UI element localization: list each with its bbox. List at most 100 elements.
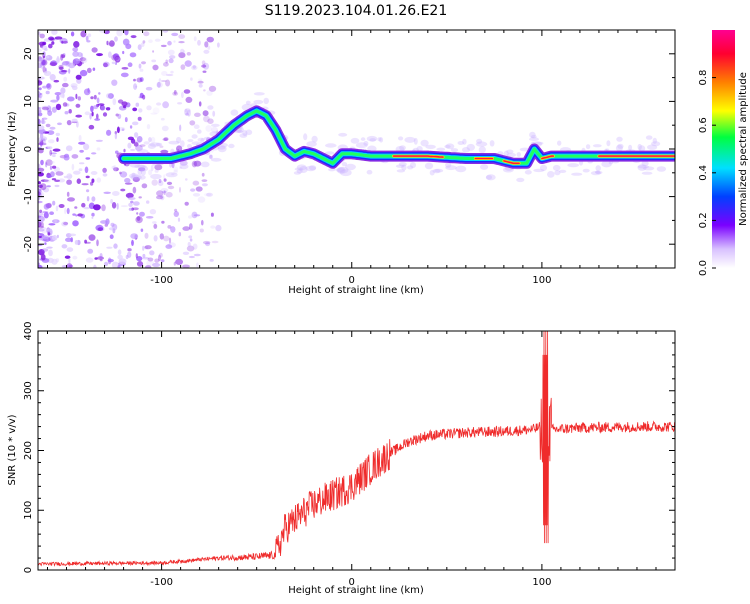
noise-blob bbox=[150, 136, 156, 144]
noise-blob bbox=[38, 48, 42, 52]
noise-blob bbox=[73, 41, 80, 48]
noise-blob bbox=[46, 185, 51, 188]
noise-blob bbox=[132, 186, 137, 194]
halo-blob bbox=[557, 140, 562, 146]
noise-blob bbox=[154, 258, 160, 263]
noise-blob bbox=[144, 245, 152, 250]
noise-blob bbox=[48, 223, 56, 226]
noise-blob bbox=[38, 167, 45, 172]
noise-blob bbox=[93, 94, 97, 100]
noise-blob bbox=[188, 215, 193, 219]
noise-blob bbox=[138, 196, 142, 199]
noise-blob bbox=[68, 109, 72, 114]
spectrogram-x-ticks: -100 0 100 bbox=[47, 30, 676, 286]
noise-blob bbox=[109, 40, 115, 47]
halo-blob bbox=[366, 169, 373, 175]
noise-blob bbox=[68, 68, 71, 74]
noise-blob bbox=[38, 215, 42, 218]
noise-blob bbox=[75, 93, 78, 100]
noise-blob bbox=[192, 193, 201, 197]
halo-blob bbox=[345, 163, 356, 171]
noise-blob bbox=[54, 92, 62, 96]
noise-blob bbox=[91, 152, 97, 155]
halo-blob bbox=[652, 137, 657, 144]
noise-blob bbox=[112, 98, 117, 106]
noise-blob bbox=[177, 217, 181, 222]
noise-blob bbox=[208, 85, 217, 92]
noise-blob bbox=[209, 259, 214, 262]
noise-blob bbox=[210, 212, 214, 217]
noise-blob bbox=[133, 78, 136, 82]
halo-blob bbox=[187, 139, 194, 143]
halo-blob bbox=[637, 164, 647, 171]
noise-blob bbox=[202, 70, 207, 73]
noise-blob bbox=[153, 223, 158, 229]
noise-blob bbox=[172, 91, 179, 96]
noise-blob bbox=[138, 108, 143, 113]
halo-blob bbox=[168, 140, 180, 145]
noise-blob bbox=[54, 36, 63, 40]
noise-blob bbox=[79, 162, 85, 165]
halo-blob bbox=[641, 160, 649, 167]
noise-blob bbox=[106, 246, 113, 249]
noise-blob bbox=[41, 106, 50, 111]
noise-blob bbox=[160, 259, 165, 263]
halo-blob bbox=[506, 149, 514, 154]
ridge-red-0 bbox=[392, 155, 444, 158]
noise-blob bbox=[202, 62, 210, 70]
noise-blob bbox=[95, 139, 103, 142]
ridge-red-3 bbox=[541, 155, 555, 160]
noise-blob bbox=[49, 126, 56, 130]
halo-blob bbox=[155, 142, 163, 147]
noise-blob bbox=[61, 265, 70, 268]
y-tick-label: 200 bbox=[23, 441, 34, 460]
noise-blob bbox=[135, 85, 138, 88]
noise-blob bbox=[193, 253, 201, 257]
noise-blob bbox=[127, 142, 132, 149]
noise-blob bbox=[184, 108, 189, 116]
noise-blob bbox=[127, 136, 134, 141]
halo-blob bbox=[325, 143, 337, 148]
noise-blob bbox=[51, 41, 55, 45]
halo-blob bbox=[228, 143, 235, 149]
noise-blob bbox=[49, 74, 56, 81]
noise-blob bbox=[166, 181, 173, 185]
noise-blob bbox=[209, 156, 214, 160]
noise-blob bbox=[52, 154, 56, 158]
noise-blob bbox=[104, 261, 109, 267]
noise-blob bbox=[110, 222, 115, 227]
noise-blob bbox=[188, 255, 195, 259]
noise-blob bbox=[190, 77, 193, 81]
noise-blob bbox=[173, 211, 179, 217]
halo-blob bbox=[571, 172, 583, 176]
noise-blob bbox=[71, 154, 79, 159]
noise-blob bbox=[54, 219, 57, 224]
noise-blob bbox=[86, 196, 90, 202]
noise-blob bbox=[173, 169, 178, 175]
noise-blob bbox=[38, 87, 42, 91]
noise-blob bbox=[60, 69, 68, 73]
noise-blob bbox=[130, 200, 134, 204]
noise-blob bbox=[45, 55, 50, 59]
halo-blob bbox=[303, 133, 308, 141]
noise-blob bbox=[91, 111, 94, 117]
noise-blob bbox=[99, 253, 103, 259]
noise-blob bbox=[152, 64, 159, 71]
noise-blob bbox=[38, 212, 44, 217]
halo-blob bbox=[245, 129, 253, 136]
noise-blob bbox=[160, 117, 165, 121]
noise-blob bbox=[43, 203, 50, 210]
noise-blob bbox=[146, 260, 155, 266]
noise-blob bbox=[40, 253, 46, 261]
noise-blob bbox=[141, 61, 146, 65]
noise-blob bbox=[50, 152, 57, 155]
noise-blob bbox=[54, 179, 61, 182]
noise-blob bbox=[116, 30, 124, 37]
noise-blob bbox=[129, 52, 137, 58]
noise-blob bbox=[160, 188, 169, 193]
noise-blob bbox=[84, 166, 89, 174]
noise-blob bbox=[63, 76, 68, 82]
spectrogram-y-ticks: -20 -10 0 10 20 bbox=[23, 29, 675, 269]
noise-blob bbox=[203, 240, 211, 245]
halo-blob bbox=[455, 165, 467, 173]
